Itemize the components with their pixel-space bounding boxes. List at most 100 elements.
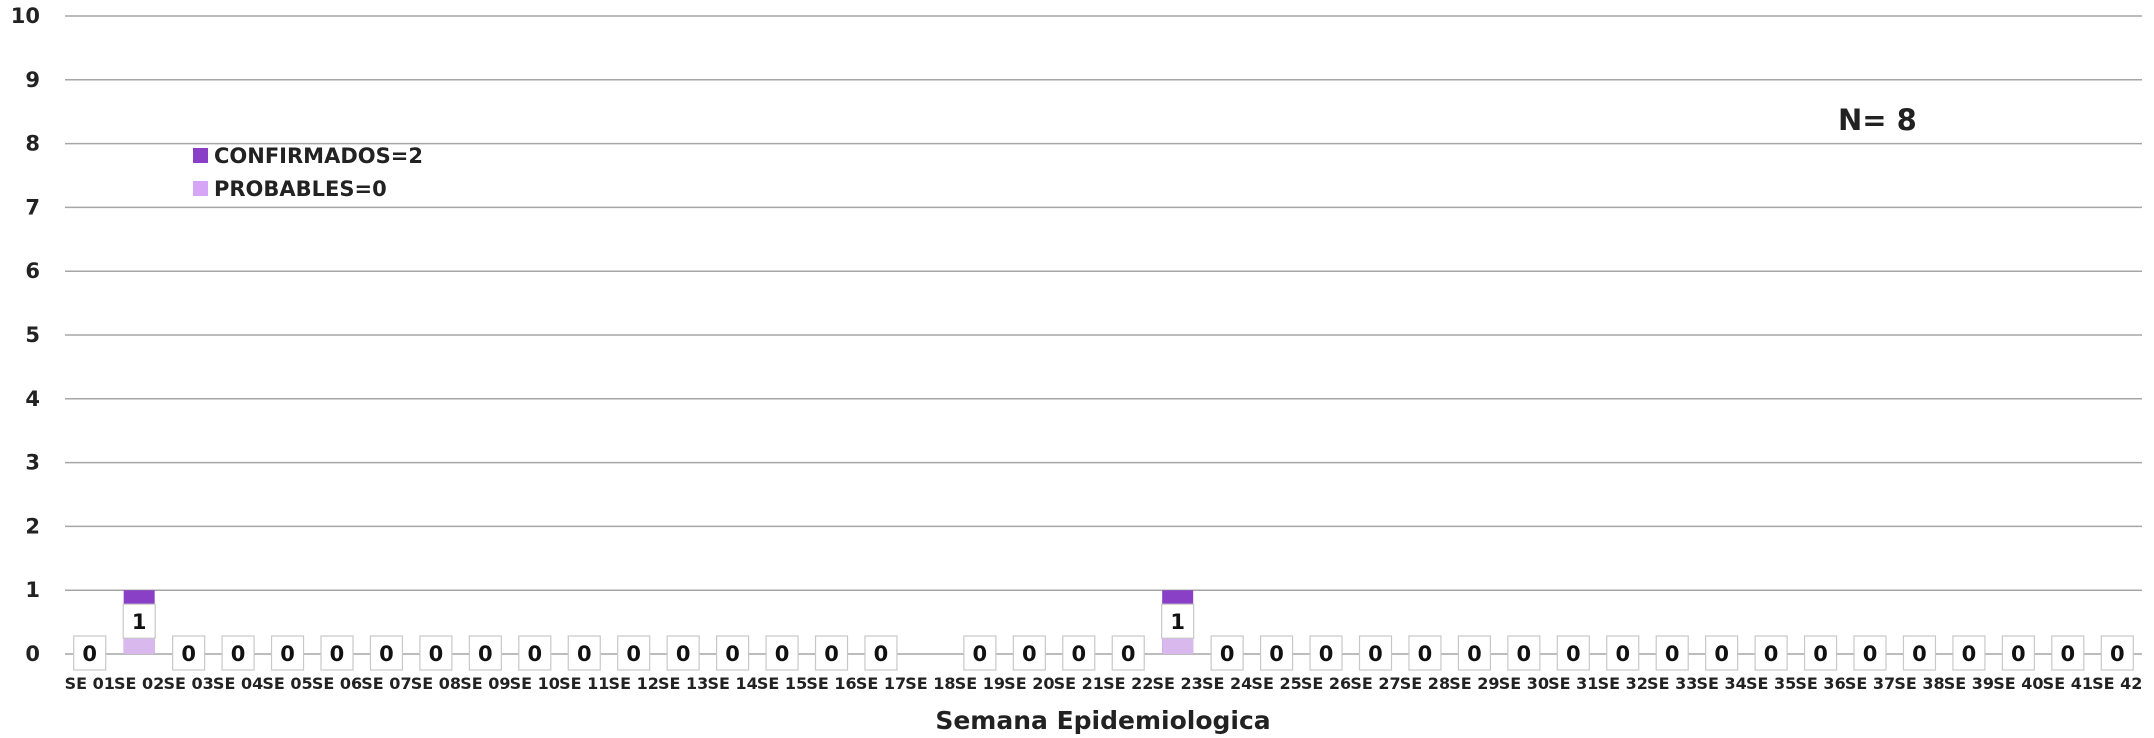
x-tick-label: SE 06 xyxy=(312,674,362,693)
data-label: 0 xyxy=(330,642,345,666)
x-tick-label: SE 18 xyxy=(905,674,955,693)
data-label-box xyxy=(1655,635,1689,671)
data-label: 0 xyxy=(973,642,988,666)
data-label: 0 xyxy=(1665,642,1680,666)
data-label-box xyxy=(864,635,898,671)
data-label: 0 xyxy=(874,642,889,666)
data-label-box xyxy=(1161,603,1195,639)
data-label: 0 xyxy=(2061,642,2076,666)
x-tick-label: SE 09 xyxy=(460,674,510,693)
data-label-box xyxy=(617,635,651,671)
data-label: 0 xyxy=(1764,642,1779,666)
x-tick-label: SE 10 xyxy=(510,674,560,693)
y-tick-label: 6 xyxy=(25,259,40,283)
x-axis: SE 01 SE 02 SE 03 SE 04 SE 05 SE 06 SE 07 SE 08… xyxy=(65,674,2143,693)
data-label: 0 xyxy=(1269,642,1284,666)
data-label: 0 xyxy=(1071,642,1086,666)
data-label: 0 xyxy=(1962,642,1977,666)
data-label: 0 xyxy=(1022,642,1037,666)
legend-swatch-confirmados xyxy=(193,148,208,163)
x-tick-label: SE 29 xyxy=(1449,674,1499,693)
data-label: 0 xyxy=(775,642,790,666)
x-tick-label: SE 13 xyxy=(658,674,708,693)
y-tick-label: 8 xyxy=(25,132,40,156)
data-label-box xyxy=(1606,635,1640,671)
data-label: 0 xyxy=(1467,642,1482,666)
data-label: 0 xyxy=(626,642,641,666)
data-label-box xyxy=(270,635,305,671)
x-tick-label: SE 37 xyxy=(1845,674,1895,693)
data-label: 0 xyxy=(725,642,740,666)
data-label: 0 xyxy=(231,642,246,666)
data-label: 0 xyxy=(1714,642,1729,666)
x-tick-label: SE 12 xyxy=(609,674,659,693)
data-label-box xyxy=(567,635,601,671)
data-label: 0 xyxy=(2110,642,2125,666)
x-tick-label: SE 21 xyxy=(1054,674,1104,693)
data-label: 0 xyxy=(1517,642,1532,666)
x-tick-label: SE 08 xyxy=(411,674,461,693)
y-tick-label: 0 xyxy=(25,642,40,666)
x-tick-label: SE 26 xyxy=(1301,674,1351,693)
data-label: 1 xyxy=(1170,610,1185,634)
data-label-box xyxy=(814,635,849,671)
legend: CONFIRMADOS=2 PROBABLES=0 xyxy=(193,144,423,201)
y-axis: 0 1 2 3 4 5 6 7 8 9 10 xyxy=(11,4,40,666)
data-label: 0 xyxy=(1418,642,1433,666)
data-label: 0 xyxy=(429,642,444,666)
data-label: 0 xyxy=(280,642,295,666)
x-tick-label: SE 23 xyxy=(1153,674,1203,693)
data-label-box xyxy=(1507,635,1541,671)
data-label: 0 xyxy=(181,642,196,666)
total-count-annotation: N= 8 xyxy=(1838,103,1917,137)
x-tick-label: SE 25 xyxy=(1251,674,1301,693)
x-tick-label: SE 40 xyxy=(1993,674,2043,693)
gridlines xyxy=(65,15,2142,655)
x-tick-label: SE 19 xyxy=(955,674,1005,693)
data-label-box xyxy=(1358,635,1393,671)
x-tick-label: SE 34 xyxy=(1697,674,1747,693)
data-label: 0 xyxy=(2011,642,2026,666)
data-label-box xyxy=(1457,635,1491,671)
x-tick-label: SE 03 xyxy=(163,674,213,693)
data-label-box xyxy=(1902,635,1937,671)
data-label: 0 xyxy=(824,642,839,666)
x-tick-label: SE 30 xyxy=(1499,674,1549,693)
x-tick-label: SE 16 xyxy=(806,674,856,693)
x-tick-label: SE 14 xyxy=(707,674,757,693)
data-label-box xyxy=(518,635,552,671)
data-label: 0 xyxy=(1813,642,1828,666)
data-label-box xyxy=(1803,635,1838,671)
y-tick-label: 5 xyxy=(25,323,40,347)
data-label-box xyxy=(419,635,453,671)
data-label: 0 xyxy=(577,642,592,666)
data-label: 0 xyxy=(82,642,97,666)
data-label: 0 xyxy=(478,642,493,666)
x-tick-label: SE 01 xyxy=(65,674,115,693)
data-label: 0 xyxy=(1220,642,1235,666)
y-tick-label: 2 xyxy=(25,514,40,538)
data-label-box xyxy=(73,635,107,671)
x-tick-label: SE 41 xyxy=(2043,674,2093,693)
data-label: 0 xyxy=(527,642,542,666)
y-tick-label: 3 xyxy=(25,451,40,475)
data-labels: 0 1 0 0 0 0 0 0 0 0 0 0 0 0 0 0 0 0 0 0 0 1 0 0 0 0 0 0 0 0 0 0 0 0 0 0 0 0 0 0… xyxy=(73,603,2134,671)
data-label-box xyxy=(320,635,354,671)
x-tick-label: SE 39 xyxy=(1944,674,1994,693)
x-tick-label: SE 05 xyxy=(262,674,312,693)
data-label-box xyxy=(1408,635,1442,671)
x-tick-label: SE 28 xyxy=(1400,674,1450,693)
data-label-box xyxy=(468,635,502,671)
data-label-box xyxy=(2051,635,2085,671)
data-label: 0 xyxy=(1912,642,1927,666)
data-label-box xyxy=(1952,635,1986,671)
y-tick-label: 4 xyxy=(25,387,40,411)
legend-swatch-probables xyxy=(193,181,208,196)
data-label-box xyxy=(1111,635,1145,671)
x-tick-label: SE 38 xyxy=(1894,674,1944,693)
data-label: 0 xyxy=(1863,642,1878,666)
data-label-box xyxy=(369,635,404,671)
data-label-box xyxy=(716,635,750,671)
x-tick-label: SE 33 xyxy=(1647,674,1697,693)
x-tick-label: SE 36 xyxy=(1795,674,1845,693)
